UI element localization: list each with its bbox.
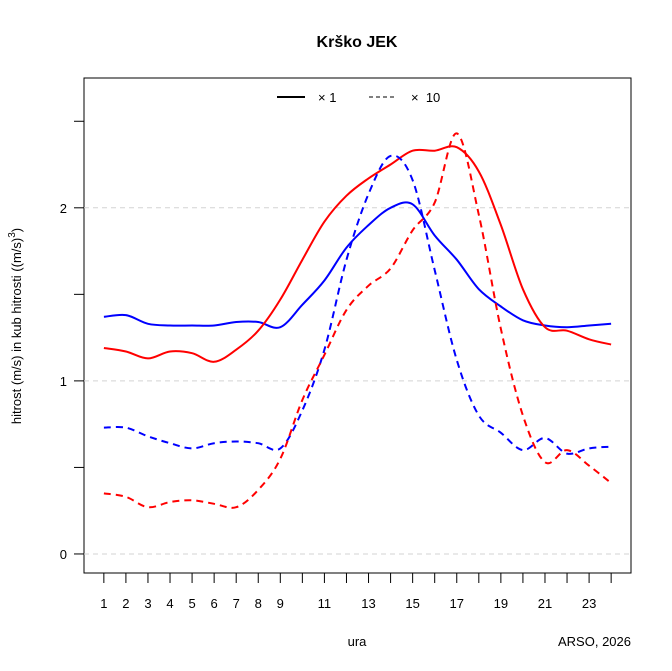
x-tick-label: 3	[144, 596, 151, 611]
x-tick-label: 4	[166, 596, 173, 611]
chart-title: Krško JEK	[317, 34, 398, 51]
x-tick-label: 1	[100, 596, 107, 611]
series-line-x1-blue	[103, 201, 612, 329]
x-tick-label: 6	[211, 596, 218, 611]
x-tick-label: 7	[233, 596, 240, 611]
y-tick-label: 0	[60, 547, 67, 562]
x-tick-label: 5	[188, 596, 195, 611]
x-tick-label: 9	[277, 596, 284, 611]
series-lines	[103, 132, 612, 509]
x-tick-label: 19	[494, 596, 508, 611]
legend: × 1 × 10	[277, 90, 440, 105]
y-axis-label: hitrost (m/s) in kub hitrosti ((m/s)3)	[7, 228, 24, 424]
x-tick-label: 2	[122, 596, 129, 611]
credit-text: ARSO, 2026	[558, 634, 631, 649]
y-axis-label-close: )	[9, 228, 24, 232]
series-line-x10-red	[103, 132, 612, 509]
x-tick-label: 13	[361, 596, 375, 611]
y-axis-label-superscript: 3	[7, 232, 18, 238]
y-tick-label: 2	[60, 201, 67, 216]
x-tick-label: 15	[405, 596, 419, 611]
y-axis-label-main: hitrost (m/s) in kub hitrosti ((m/s)	[9, 238, 24, 424]
x-tick-label: 11	[318, 596, 332, 611]
y-axis: 0 1 2	[60, 120, 84, 562]
series-line-x1-red	[103, 145, 612, 363]
series-line-x10-blue	[103, 154, 612, 455]
y-tick-label: 1	[60, 374, 67, 389]
x-tick-label: 21	[538, 596, 552, 611]
plot-frame	[83, 77, 632, 574]
x-tick-label: 23	[582, 596, 596, 611]
x-tick-label: 8	[255, 596, 262, 611]
x-tick-label: 17	[450, 596, 464, 611]
x-axis-label: ura	[348, 634, 368, 649]
legend-label-x10: × 10	[411, 90, 440, 105]
legend-label-x1: × 1	[318, 90, 336, 105]
x-axis: 1 2 3 4 5 6 7 8 9 11 13 15 17 19 21 23	[100, 573, 612, 611]
gridlines	[84, 207, 631, 555]
